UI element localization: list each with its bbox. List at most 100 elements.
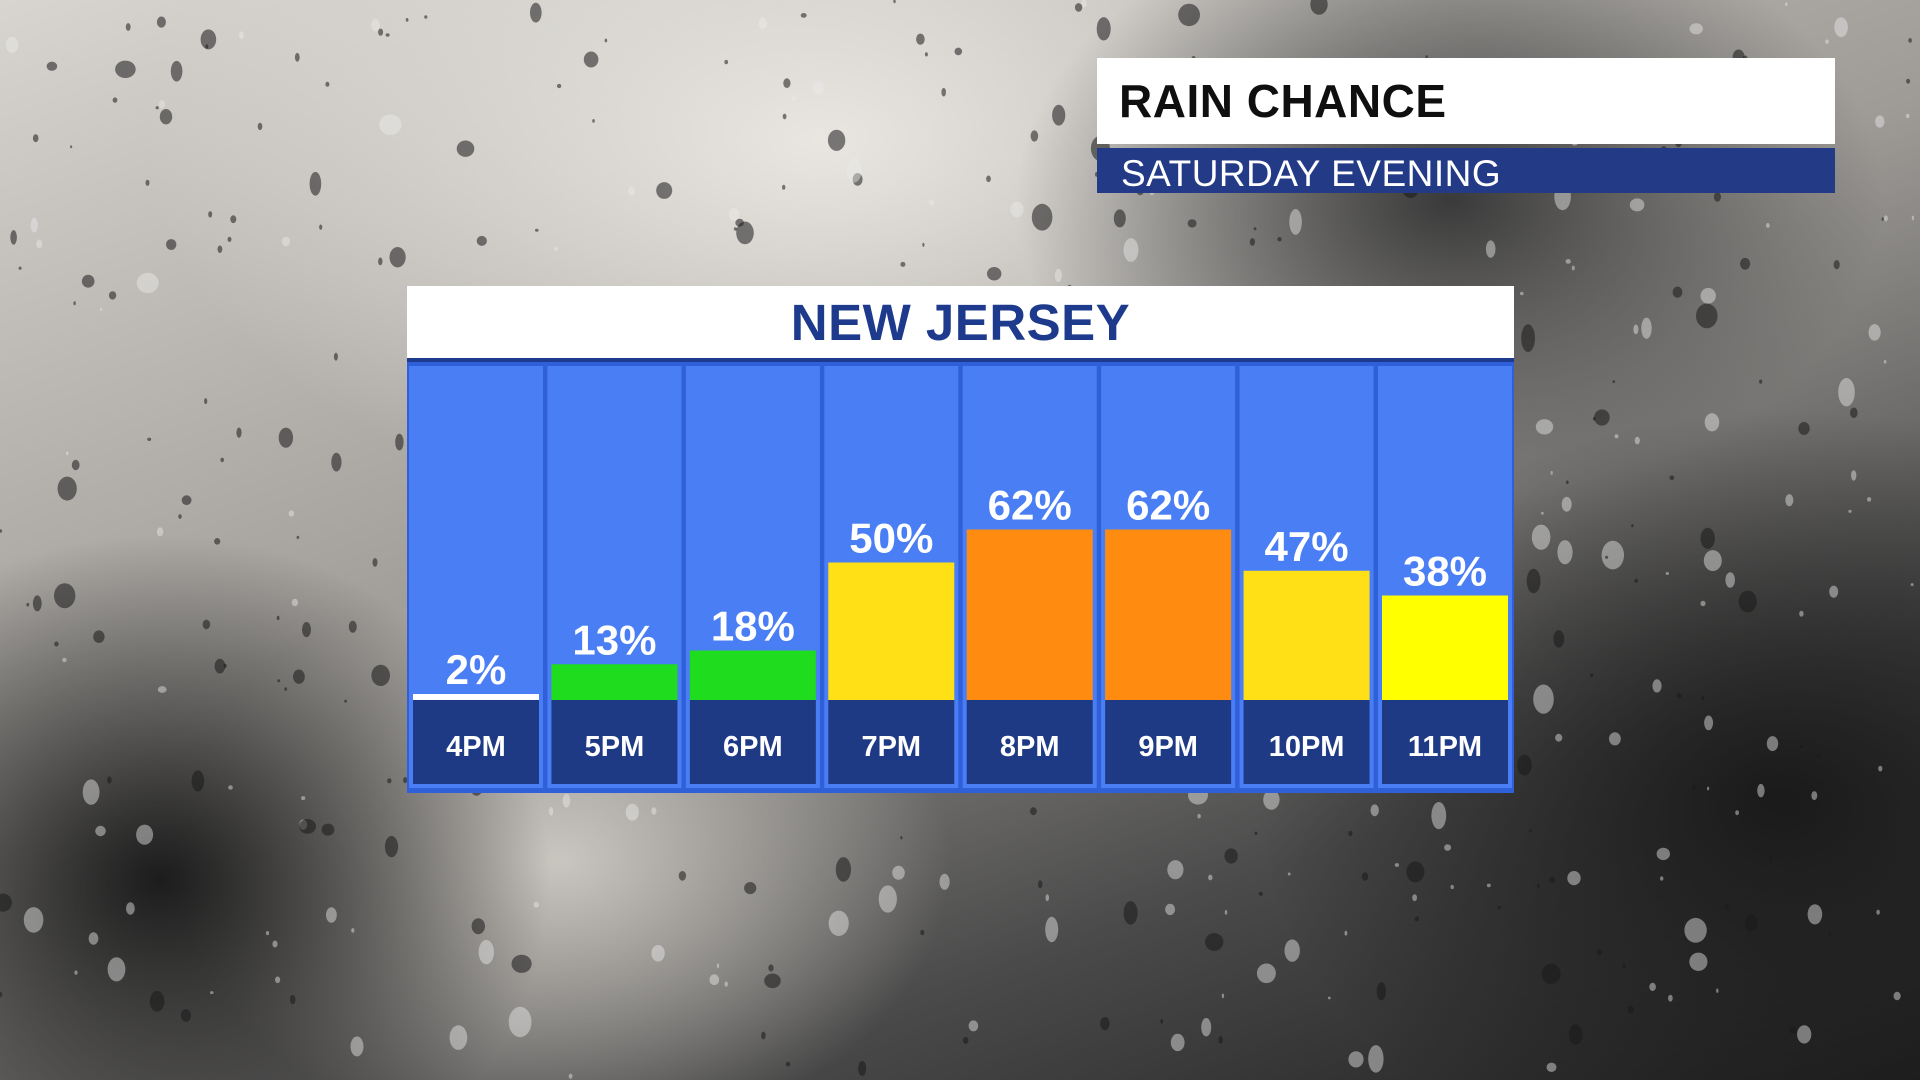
rain-drop — [1828, 932, 1832, 937]
time-label: 7PM — [861, 731, 921, 763]
rain-drop — [1284, 939, 1300, 962]
rain-drop — [1634, 436, 1640, 445]
rain-drop — [93, 630, 105, 643]
rain-drop — [1660, 876, 1664, 881]
rain-drop — [1665, 572, 1670, 575]
value-label: 18% — [711, 603, 795, 650]
rain-drop — [1254, 831, 1258, 835]
title-box: RAIN CHANCE — [1097, 58, 1835, 144]
rain-drop — [372, 558, 378, 567]
rain-drop — [1224, 910, 1228, 915]
rain-drop — [62, 657, 67, 663]
rain-drop — [1596, 949, 1603, 956]
rain-drop — [1425, 55, 1428, 59]
rain-drop — [1589, 673, 1594, 678]
rain-drop — [813, 80, 824, 95]
rain-drop — [1833, 260, 1840, 270]
rain-drop — [783, 78, 791, 89]
rain-drop — [214, 538, 221, 545]
rain-drop — [278, 427, 294, 448]
rain-drop — [535, 228, 539, 232]
rain-drop — [1218, 1036, 1223, 1044]
rain-drop — [1361, 872, 1369, 881]
rain-drop — [1740, 257, 1751, 270]
rain-drop — [1277, 237, 1282, 242]
rain-drop — [220, 457, 224, 463]
rain-drop — [1205, 933, 1224, 951]
rain-drop — [30, 217, 38, 233]
rain-drop — [1707, 786, 1710, 791]
rain-drop — [1725, 572, 1735, 588]
rain-drop — [1704, 715, 1714, 731]
rain-drop — [758, 17, 768, 30]
rain-drop — [1533, 684, 1554, 714]
rain-drop — [156, 527, 164, 537]
rain-drop — [371, 18, 380, 32]
rain-drop — [178, 514, 182, 519]
rain-drop — [736, 221, 754, 245]
rain-drop — [157, 686, 167, 693]
rain-drop — [10, 230, 17, 245]
rain-drop — [1766, 223, 1770, 228]
rain-drop — [1258, 891, 1264, 896]
rain-drop — [1486, 883, 1491, 888]
rain-drop — [1571, 265, 1575, 271]
rain-drop — [0, 893, 12, 912]
rain-drop — [23, 907, 44, 933]
rain-drop — [511, 954, 532, 973]
rain-drop — [1883, 215, 1888, 222]
rain-drop — [987, 267, 1002, 281]
rain-drop — [136, 272, 159, 294]
rain-drop — [395, 433, 404, 451]
rain-drop — [1553, 630, 1565, 648]
rain-drop — [1785, 2, 1788, 6]
value-label: 38% — [1403, 548, 1487, 595]
rain-drop — [1883, 360, 1887, 364]
rain-drop — [158, 100, 165, 109]
rain-drop — [95, 825, 106, 837]
rain-drop — [709, 974, 720, 986]
rain-drop — [0, 529, 3, 533]
rain-drop — [293, 669, 305, 684]
rain-drop — [277, 679, 281, 683]
rain-drop — [1766, 736, 1779, 752]
rain-drop — [145, 179, 150, 186]
rain-drop — [149, 990, 165, 1012]
chart-columns: 2% 4PM 13% 5PM 18% 6PM 50% 7PM 62% 8PM 62% 9PM 47% 10… — [407, 362, 1514, 793]
rain-drop — [1798, 422, 1810, 435]
rain-drop — [1811, 791, 1818, 801]
rain-drop — [299, 819, 316, 834]
rain-drop — [724, 981, 728, 987]
rain-drop — [88, 932, 99, 945]
rain-drop — [1310, 0, 1328, 15]
rain-drop — [107, 957, 126, 982]
value-label: 13% — [572, 616, 656, 663]
time-label: 10PM — [1269, 731, 1345, 763]
rain-drop — [348, 620, 357, 633]
rain-drop — [928, 199, 935, 206]
rain-drop — [378, 257, 383, 266]
rain-drop — [1444, 844, 1452, 851]
rain-drop — [583, 51, 599, 68]
rain-drop — [1605, 555, 1609, 559]
rain-drop — [1113, 209, 1126, 228]
rain-drop — [291, 598, 299, 607]
rain-drop — [1249, 238, 1255, 246]
rain-drop — [1738, 590, 1757, 613]
rain-drop — [768, 964, 774, 972]
rain-drop — [1348, 1051, 1364, 1068]
rain-drop — [1555, 733, 1563, 742]
rain-drop — [1911, 215, 1914, 221]
rain-drop — [321, 823, 335, 836]
rain-drop — [1289, 209, 1302, 235]
rain-drop — [1669, 475, 1675, 481]
rain-drop — [1769, 856, 1773, 862]
rain-drop — [1096, 17, 1111, 41]
rain-drop — [1757, 783, 1765, 798]
rain-drop — [1370, 804, 1379, 817]
rain-drop — [1614, 434, 1619, 439]
rain-drop — [1704, 413, 1720, 432]
rain-drop — [100, 307, 103, 311]
rain-drop — [26, 602, 30, 607]
rain-drop — [1799, 610, 1804, 617]
